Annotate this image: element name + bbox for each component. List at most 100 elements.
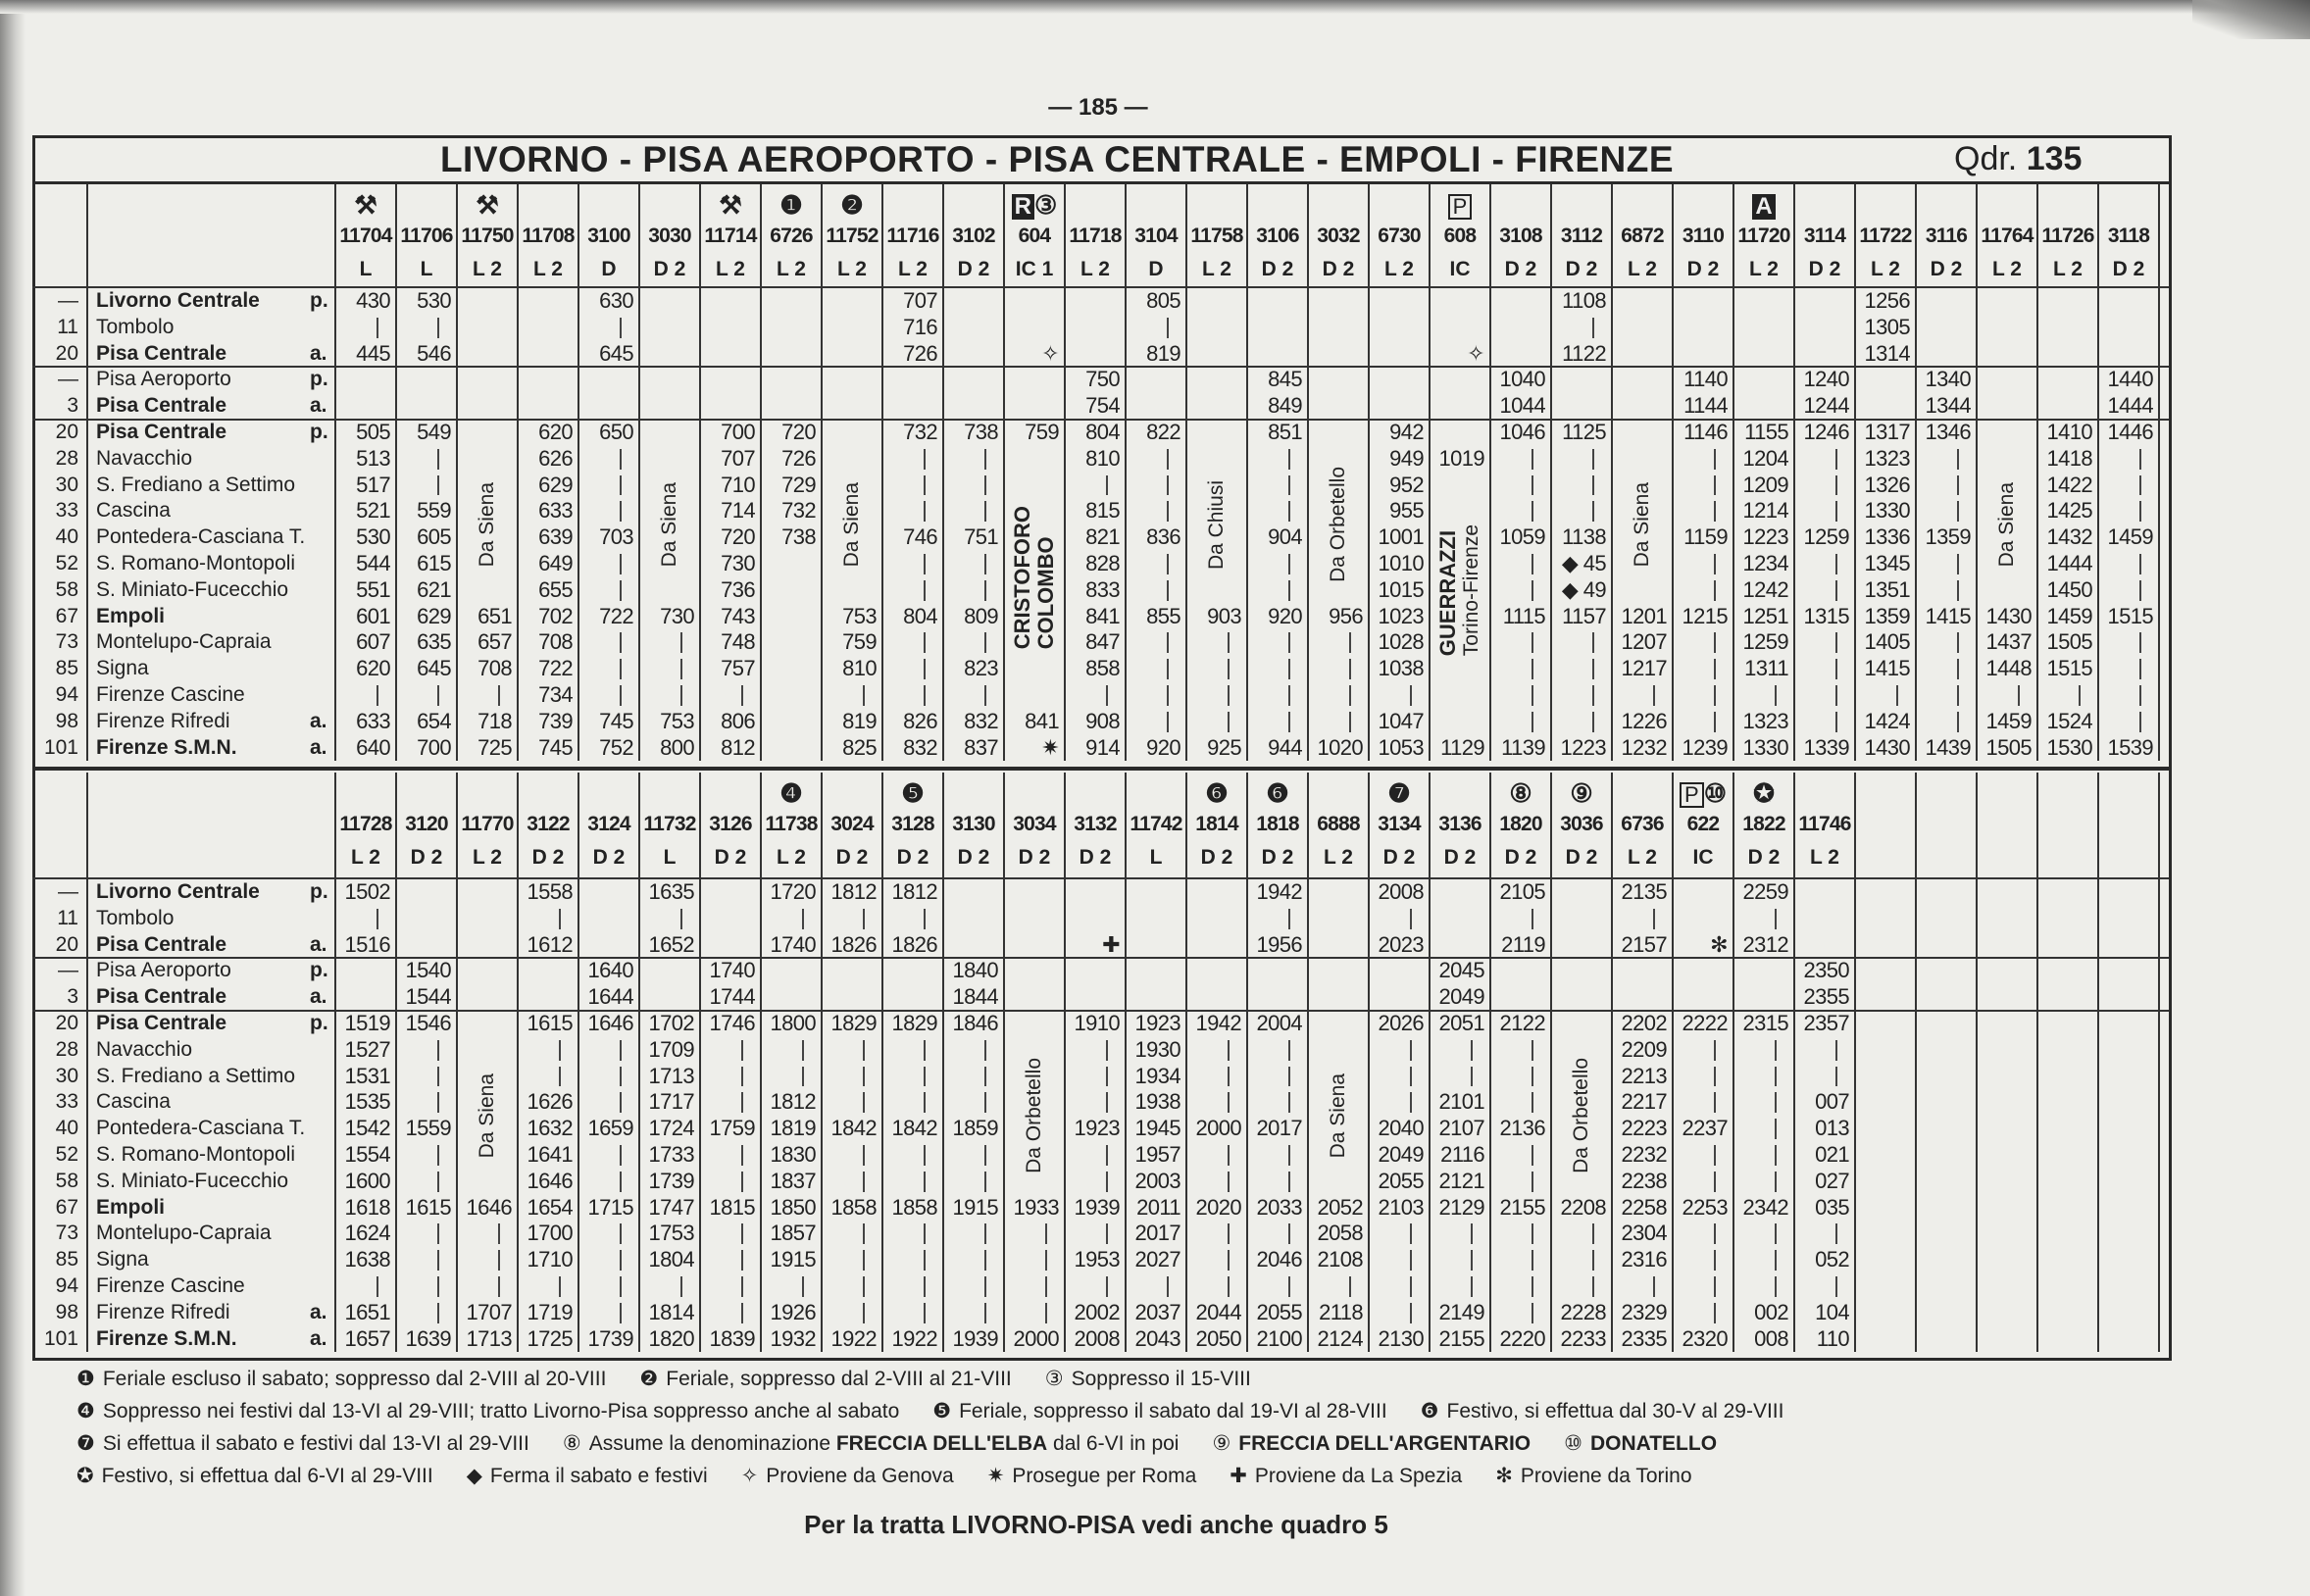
pass-through-line	[1167, 448, 1169, 470]
station-km: 20	[55, 341, 78, 365]
train-number: 6888	[1317, 813, 1360, 835]
time-cell: 1415	[1925, 603, 1971, 628]
train-category: D 2	[1504, 258, 1537, 280]
time-cell: ✧	[1041, 340, 1059, 366]
time-cell: 1915	[770, 1247, 816, 1272]
time-cell: 2155	[1438, 1325, 1484, 1351]
pass-through-line	[1288, 448, 1290, 470]
time-cell: 1330	[1864, 498, 1910, 524]
time-cell: 1535	[344, 1089, 390, 1115]
pass-through-line	[1471, 1276, 1473, 1297]
time-cell: 1724	[648, 1116, 694, 1141]
time-cell: 1157	[1562, 603, 1607, 628]
time-cell: 708	[477, 656, 513, 681]
section-line	[32, 1010, 2169, 1012]
station-name: Firenze S.M.N.	[96, 735, 237, 759]
time-cell: 2208	[1560, 1194, 1606, 1220]
station-name: Navacchio	[96, 1037, 193, 1061]
column-divider	[1611, 184, 1613, 762]
footnote-symbol: ⑧	[562, 1432, 581, 1455]
pass-through-line	[741, 1302, 743, 1323]
pass-through-line	[620, 1066, 622, 1087]
pass-through-line	[1775, 685, 1777, 706]
column-divider	[1125, 184, 1127, 762]
train-symbols: ❻	[1186, 776, 1247, 810]
pass-through-line	[680, 659, 682, 679]
pass-through-line	[1714, 1250, 1716, 1271]
train-number: 3102	[952, 224, 995, 247]
time-cell: 2202	[1621, 1011, 1667, 1035]
train-category: L 2	[1324, 846, 1353, 869]
station-name: Firenze Cascine	[96, 1274, 245, 1297]
pass-through-line	[680, 685, 682, 706]
time-cell: 2033	[1256, 1194, 1302, 1220]
time-cell: 2130	[1378, 1325, 1424, 1351]
train-number: 608	[1443, 224, 1477, 247]
station-km: 58	[55, 577, 78, 601]
time-cell: 2232	[1621, 1142, 1667, 1167]
pass-through-line	[1896, 685, 1898, 706]
time-cell: 645	[599, 340, 634, 366]
time-cell: 710	[721, 472, 756, 497]
footnote-symbol: ❹	[76, 1400, 95, 1422]
pass-through-line	[863, 1171, 865, 1192]
train-number: 11752	[826, 224, 879, 247]
time-cell: 1659	[587, 1116, 633, 1141]
time-cell: 1046	[1499, 420, 1545, 444]
train-note-symbol: ⚒	[719, 190, 742, 220]
time-cell: 1040	[1499, 367, 1545, 392]
train-number: 6736	[1621, 813, 1664, 835]
time-cell: 751	[964, 524, 999, 550]
station-name: Tombolo	[96, 315, 175, 338]
time-cell: 1346	[1925, 420, 1971, 444]
vertical-label-line: Da Siena	[476, 1073, 498, 1159]
time-cell: 1251	[1742, 603, 1788, 628]
column-divider	[1185, 184, 1187, 762]
time-cell: 738	[964, 420, 999, 444]
time-cell: 942	[1389, 420, 1425, 444]
pass-through-line	[984, 1302, 986, 1323]
train-category: L	[420, 258, 433, 280]
time-cell: 1059	[1499, 524, 1545, 550]
train-number: 11764	[1981, 224, 2034, 247]
time-cell: 1733	[648, 1142, 694, 1167]
time-cell: 513	[356, 445, 391, 471]
train-note-symbol: ⑨	[1570, 778, 1593, 808]
time-cell: 1558	[527, 879, 573, 904]
time-cell: 1932	[770, 1325, 816, 1351]
time-cell: 1345	[1864, 551, 1910, 575]
station-name: Pisa Centrale	[96, 985, 227, 1009]
station-km: 67	[55, 1195, 78, 1219]
time-cell: 1559	[405, 1116, 451, 1141]
vertical-label-text: Da Orbetello	[1570, 1058, 1593, 1173]
time-cell: 2017	[1256, 1116, 1302, 1141]
pass-through-line	[1288, 711, 1290, 732]
pass-through-line	[1532, 1066, 1533, 1087]
time-cell: 2052	[1317, 1194, 1363, 1220]
pass-through-line	[1167, 317, 1169, 338]
train-number: 3036	[1560, 813, 1603, 835]
km-column-divider	[86, 773, 88, 1353]
time-cell: 1753	[648, 1221, 694, 1246]
time-cell: 1815	[709, 1194, 755, 1220]
train-note-symbol: ❶	[779, 190, 803, 220]
time-cell: 649	[538, 551, 574, 575]
pass-through-line	[680, 908, 682, 929]
pass-through-line	[984, 1250, 986, 1271]
pass-through-line	[1106, 685, 1108, 706]
time-cell: 1459	[2107, 524, 2153, 550]
station-arr-dep: p.	[310, 959, 328, 982]
time-cell: 832	[964, 708, 999, 733]
pass-through-line	[1532, 1092, 1533, 1114]
time-cell: 630	[599, 288, 634, 313]
time-cell: 1448	[1985, 656, 2032, 681]
pass-through-line	[1167, 685, 1169, 706]
pass-through-line	[1288, 1066, 1290, 1087]
time-cell: 1554	[344, 1142, 390, 1167]
pass-through-line	[1106, 1276, 1108, 1297]
time-cell: 1028	[1378, 629, 1424, 655]
station-km: 67	[55, 604, 78, 627]
time-cell: 621	[417, 576, 452, 602]
train-number: 3030	[648, 224, 691, 247]
time-cell: 1044	[1499, 393, 1545, 419]
